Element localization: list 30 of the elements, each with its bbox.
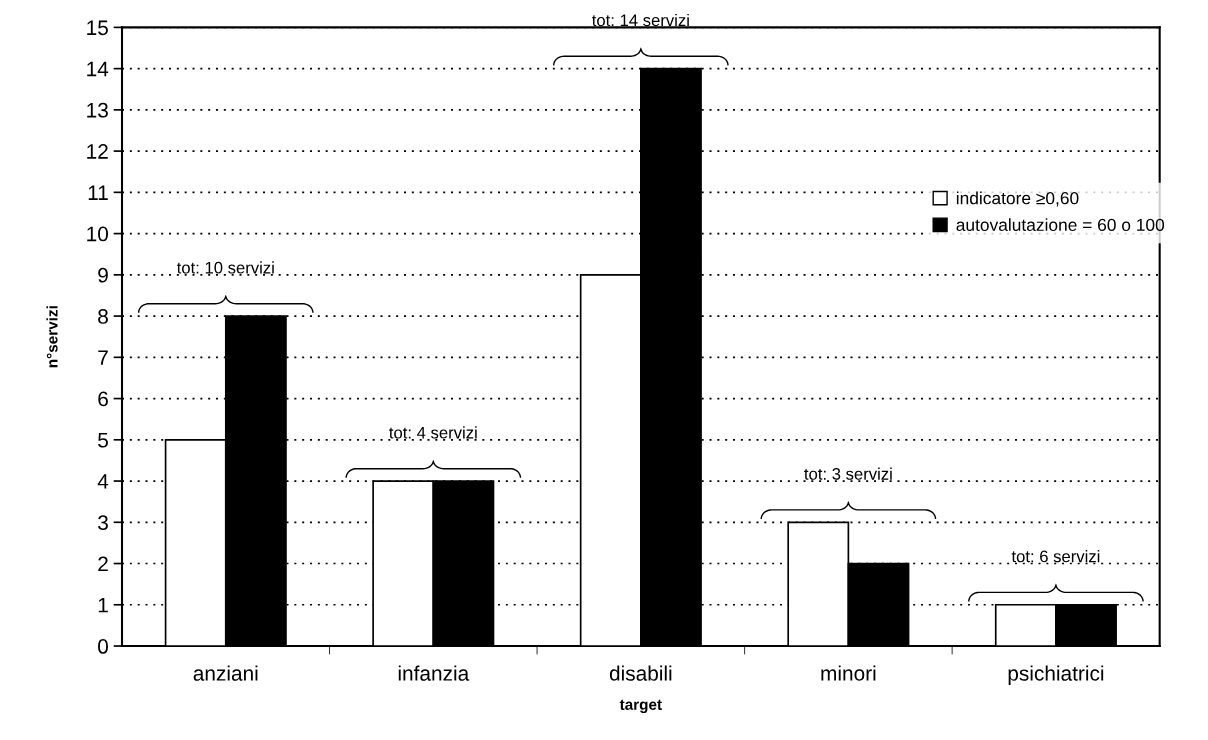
y-tick-label: 15 <box>87 20 108 36</box>
y-tick-label: 5 <box>98 433 108 448</box>
y-tick-label: 10 <box>87 226 108 242</box>
x-tick-label: infanzia <box>398 665 470 681</box>
annotation: tot: 14 servizi <box>592 13 689 27</box>
y-tick-label: 7 <box>98 350 108 365</box>
x-tick-label: minori <box>821 665 876 681</box>
y-tick-label: 12 <box>87 144 108 159</box>
y-tick-label: 9 <box>98 267 108 283</box>
y-tick-label: 0 <box>98 639 108 654</box>
annotation: tot: 6 servizi <box>1011 550 1100 563</box>
y-tick-label: 14 <box>87 61 109 77</box>
legend-label: autovalutazione = 60 o 100 <box>956 218 1165 232</box>
y-tick-label: 3 <box>98 515 108 531</box>
y-tick-label: 1 <box>98 597 108 613</box>
y-tick-label: 4 <box>97 474 109 489</box>
annotation: tot: 3 servizi <box>804 467 892 480</box>
x-tick-label: psichiatrici <box>1008 665 1104 685</box>
y-tick-label: 6 <box>98 391 108 407</box>
annotation: tot: 4 servizi <box>389 426 477 439</box>
x-tick-label: anziani <box>193 665 258 681</box>
legend-label: indicatore ≥0,60 <box>956 191 1079 207</box>
x-axis-title: target <box>619 699 662 714</box>
y-axis-title: n°servizi <box>46 306 58 368</box>
y-tick-label: 11 <box>88 185 108 200</box>
annotation: tot: 10 servizi <box>176 261 274 274</box>
x-tick-label: disabili <box>609 665 672 681</box>
y-tick-label: 2 <box>98 556 108 572</box>
y-tick-label: 8 <box>98 309 108 324</box>
y-tick-label: 13 <box>87 102 108 118</box>
